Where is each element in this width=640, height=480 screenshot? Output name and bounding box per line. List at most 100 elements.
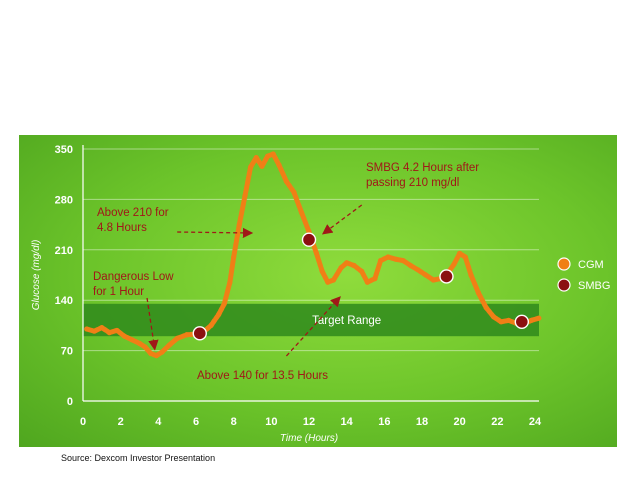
cgm-point [475, 290, 482, 296]
cgm-point [338, 265, 344, 271]
x-tick-label: 12 [303, 416, 315, 428]
annotation-arrow-dangerous-low [146, 297, 159, 351]
y-tick-label: 70 [61, 346, 73, 358]
x-tick-label: 0 [80, 416, 86, 428]
cgm-point [216, 312, 222, 318]
cgm-point [276, 162, 282, 168]
cgm-point [121, 333, 128, 339]
cgm-point [298, 209, 305, 215]
smbg-point [192, 326, 207, 341]
cgm-point [227, 279, 233, 285]
x-tick-label: 14 [341, 416, 354, 428]
cgm-point [528, 317, 534, 323]
x-tick-label: 8 [231, 416, 237, 428]
x-tick-label: 18 [416, 416, 428, 428]
x-axis-title: Time (Hours) [280, 433, 338, 444]
cgm-point [451, 261, 457, 267]
cgm-point [84, 326, 90, 332]
x-tick-label: 24 [529, 416, 542, 428]
cgm-point [270, 151, 276, 157]
cgm-point [468, 272, 474, 278]
cgm-point [167, 342, 173, 348]
cgm-point [259, 163, 265, 169]
annotation-arrow-above-210 [177, 227, 254, 239]
cgm-point [264, 153, 271, 159]
cgm-point [236, 222, 242, 228]
cgm-point [377, 258, 384, 264]
annotation-above-210: 4.8 Hours [97, 222, 147, 234]
y-tick-label: 140 [55, 295, 73, 307]
cgm-point [253, 155, 259, 161]
x-tick-label: 22 [491, 416, 503, 428]
cgm-point [364, 279, 370, 285]
cgm-point [99, 324, 105, 331]
cgm-point [408, 263, 414, 269]
cgm-point [159, 349, 165, 355]
annotation-smbg-delay: passing 210 mg/dl [366, 177, 459, 189]
y-tick-label: 210 [55, 245, 73, 257]
cgm-point [183, 332, 190, 338]
cgm-point [490, 314, 497, 320]
cgm-point [430, 277, 436, 283]
y-axis-title: Glucose (mg/dl) [31, 240, 42, 311]
chart-panel: Target Range 0 70 140 210 280 350 0 2 4 6 8 10 12 14 1… [19, 135, 617, 447]
glucose-chart: Target Range 0 70 140 210 280 350 0 2 4 6 8 10 12 14 1… [31, 144, 610, 444]
cgm-point [129, 337, 135, 343]
cgm-point [385, 254, 391, 260]
cgm-point [291, 189, 297, 195]
cgm-point [319, 268, 325, 274]
cgm-point [174, 335, 180, 341]
cgm-point [248, 164, 254, 170]
cgm-point [462, 254, 468, 260]
cgm-point [153, 353, 160, 359]
cgm-point [393, 256, 399, 262]
target-range-label: Target Range [312, 315, 381, 327]
cgm-point [415, 267, 421, 273]
cgm-point [351, 263, 357, 269]
x-tick-label: 20 [454, 416, 466, 428]
cgm-point [330, 277, 337, 283]
cgm-point [483, 304, 489, 310]
cgm-point [91, 328, 97, 334]
cgm-point [221, 301, 227, 307]
annotation-dangerous-low: for 1 Hour [93, 286, 144, 298]
x-tick-label: 2 [118, 416, 124, 428]
cgm-point [313, 250, 320, 256]
y-tick-label: 350 [55, 144, 73, 156]
legend-label-smbg: SMBG [578, 280, 610, 292]
smbg-point [514, 314, 530, 330]
target-range-band [83, 303, 539, 337]
cgm-point [231, 254, 237, 260]
cgm-point [114, 327, 120, 334]
legend-swatch-smbg [557, 278, 571, 292]
cgm-point [208, 322, 214, 328]
annotation-arrow-smbg-delay [321, 204, 363, 235]
cgm-point [283, 178, 289, 184]
cgm-point [344, 260, 350, 266]
x-tick-label: 16 [378, 416, 390, 428]
cgm-point [359, 268, 365, 274]
cgm-point [457, 250, 463, 256]
cgm-point [536, 315, 542, 321]
cgm-point [325, 279, 331, 285]
y-tick-label: 280 [55, 194, 73, 206]
annotation-dangerous-low: Dangerous Low [93, 271, 174, 283]
cgm-point [498, 319, 504, 325]
source-note: Source: Dexcom Investor Presentation [61, 453, 216, 463]
cgm-point [106, 330, 112, 336]
cgm-point [242, 193, 248, 199]
annotation-above-140: Above 140 for 13.5 Hours [197, 370, 328, 382]
x-tick-label: 6 [193, 416, 199, 428]
annotation-smbg-delay: SMBG 4.2 Hours after [366, 162, 479, 174]
annotation-above-210: Above 210 for [97, 207, 169, 219]
legend-swatch-cgm [557, 257, 571, 271]
annotation-arrow-above-140 [285, 296, 341, 357]
cgm-point [148, 350, 154, 357]
x-tick-label: 10 [265, 416, 277, 428]
y-tick-label: 0 [67, 396, 73, 408]
cgm-point [142, 344, 148, 350]
cgm-point [400, 258, 406, 264]
legend-label-cgm: CGM [578, 259, 604, 271]
cgm-point [372, 276, 378, 282]
cgm-point [136, 340, 143, 346]
